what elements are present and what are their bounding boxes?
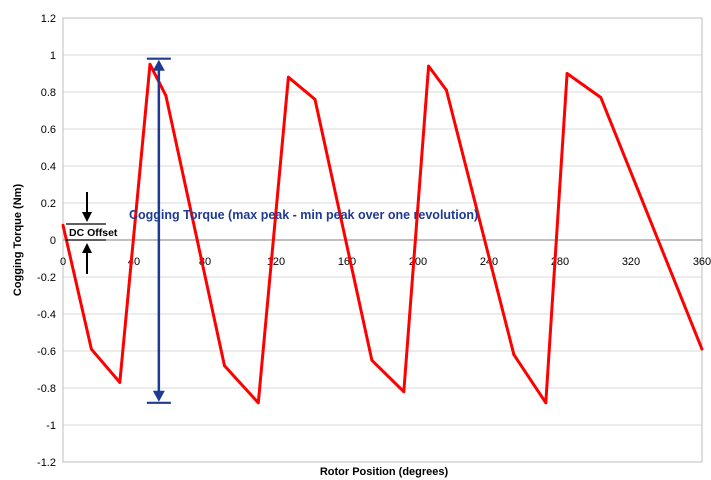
series-group [61,62,704,405]
x-tick-label: 320 [622,256,640,268]
data-point [287,75,290,79]
data-point [118,381,122,384]
x-tick-labels: 0 40 80 120 160 200 240 280 320 360 [60,256,711,268]
data-point [90,347,93,351]
y-tick-label: 0.8 [41,87,56,99]
x-tick-label: 0 [60,256,66,268]
y-tick-label: 0.2 [41,198,56,210]
x-tick-label: 200 [409,256,427,268]
y-tick-label: -1 [46,420,56,432]
y-tick-label: 1 [50,50,56,62]
data-point [512,353,516,357]
peak-to-peak-label: Cogging Torque (max peak - min peak over… [129,208,478,222]
arrow-down-icon [82,212,92,222]
peak-to-peak-annotation [146,57,171,404]
y-axis-title: Cogging Torque (Nm) [12,184,24,297]
y-tick-labels: -1.2 -1 -0.8 -0.6 -0.4 -0.2 0 0.2 0.4 0.6 0.8 1 1.2 [37,13,56,469]
data-point [544,401,548,405]
data-point [313,98,317,101]
y-tick-label: -0.6 [37,346,56,358]
series-line [61,62,704,405]
data-point [427,64,431,68]
data-point [148,62,152,66]
data-point [445,88,448,92]
x-tick-label: 360 [693,256,711,268]
data-point [565,72,569,75]
data-point [370,358,374,362]
dc-offset-annotation: DC Offset [66,192,118,274]
y-tick-label: -0.8 [37,383,56,395]
data-point [599,96,603,99]
arrow-down-icon [152,390,165,402]
y-tick-label: -1.2 [37,457,56,469]
x-axis-title: Rotor Position (degrees) [320,466,449,478]
data-point [256,401,260,405]
x-tick-label: 160 [338,256,356,268]
arrow-up-icon [152,59,165,71]
data-point [164,94,168,98]
grid-lines [62,17,703,463]
y-tick-label: -0.2 [37,272,56,284]
y-tick-label: -0.4 [37,309,56,321]
data-point [61,223,65,227]
dc-offset-label: DC Offset [69,227,118,239]
y-tick-label: 1.2 [41,13,56,25]
data-point [402,390,406,394]
y-tick-label: 0.4 [41,161,56,173]
data-point [223,364,226,368]
y-tick-label: 0.6 [41,124,56,136]
y-tick-label: 0 [50,235,56,247]
data-point [700,347,704,351]
